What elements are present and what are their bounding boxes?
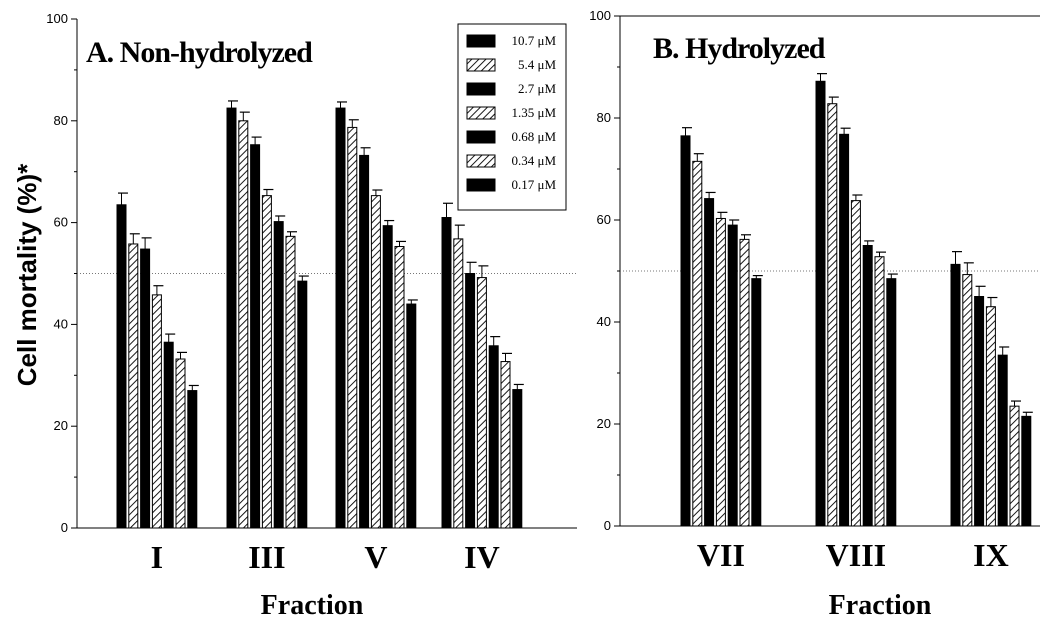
legend-label-4: 0.68 μM xyxy=(511,129,556,144)
panel-a-bar-I-3 xyxy=(151,294,162,529)
panel-a-bar-III-2 xyxy=(250,144,261,529)
panel-a-bar-V-0 xyxy=(335,107,346,529)
legend-label-1: 5.4 μM xyxy=(518,57,556,72)
panel-b-x-axis-label: Fraction xyxy=(829,590,932,621)
panel-a-bar-V-1 xyxy=(347,126,358,529)
panel-a-category-label: IV xyxy=(464,539,500,575)
panel-a-bar-III-5 xyxy=(285,235,296,529)
legend-swatch-3 xyxy=(466,106,496,120)
panel-a-bar-I-2 xyxy=(140,248,151,529)
panel-a-x-axis-label: Fraction xyxy=(261,590,364,621)
panel-b-bar-IX-4 xyxy=(997,354,1008,527)
panel-b-title: B. Hydrolyzed xyxy=(653,32,826,65)
panel-b-bar-IX-0 xyxy=(950,263,961,527)
legend: 10.7 μM 5.4 μM 2.7 μM 1.35 μM 0.68 μM 0.34 μM… xyxy=(457,23,567,211)
panel-b-bar-VII-6 xyxy=(751,278,762,527)
panel-a-bar-IV-2 xyxy=(465,273,476,529)
panel-a-bar-IV-5 xyxy=(500,361,511,529)
panel-a-y-tick-label: 100 xyxy=(46,11,68,26)
panel-b-bar-VIII-4 xyxy=(862,245,873,527)
panel-a-bar-IV-1 xyxy=(453,238,464,529)
panel-b-bar-VII-4 xyxy=(727,224,738,527)
panel-b-bar-IX-5 xyxy=(1009,405,1020,527)
panel-a-bar-V-6 xyxy=(406,303,417,529)
panel-a-bar-IV-4 xyxy=(488,345,499,529)
panel-b-bar-IX-6 xyxy=(1021,415,1032,527)
panel-a-bar-IV-0 xyxy=(441,217,452,529)
panel-b-bar-VIII-3 xyxy=(850,200,861,527)
panel-b-y-tick-label: 100 xyxy=(589,8,611,23)
legend-label-0: 10.7 μM xyxy=(511,33,556,48)
y-axis-label: Cell mortality (%)* xyxy=(12,163,42,386)
panel-a-bar-I-6 xyxy=(187,390,198,529)
panel-a-bar-III-6 xyxy=(297,280,308,529)
panel-a-bar-V-2 xyxy=(359,154,370,529)
panel-a-bar-V-5 xyxy=(394,246,405,529)
panel-a-bar-V-4 xyxy=(382,225,393,529)
panel-a-bar-I-4 xyxy=(163,341,174,529)
panel-b-y-tick-label: 0 xyxy=(604,518,611,533)
panel-b: 0 20 40 60 80 100 VII VIII IX B. Hydrolyzed Frac… xyxy=(589,8,1040,621)
legend-label-2: 2.7 μM xyxy=(518,81,556,96)
panel-a-bar-IV-3 xyxy=(476,277,487,529)
panel-a-bar-III-0 xyxy=(226,107,237,529)
panel-b-bar-VIII-5 xyxy=(874,256,885,527)
panel-b-bar-IX-1 xyxy=(962,274,973,527)
panel-a-y-tick-label: 80 xyxy=(54,113,68,128)
panel-a-y-tick-label: 40 xyxy=(54,316,68,331)
legend-swatch-0 xyxy=(466,34,496,48)
panel-a-y-tick-label: 60 xyxy=(54,215,68,230)
legend-label-6: 0.17 μM xyxy=(511,177,556,192)
panel-b-bar-VII-2 xyxy=(704,198,715,527)
legend-swatch-2 xyxy=(466,82,496,96)
panel-b-bar-VII-1 xyxy=(692,160,703,527)
panel-a-bar-III-3 xyxy=(261,195,272,529)
panel-b-bar-VIII-1 xyxy=(827,103,838,527)
panel-b-bar-VII-0 xyxy=(680,135,691,527)
panel-b-bar-VIII-0 xyxy=(815,80,826,527)
panel-b-bar-VIII-6 xyxy=(886,278,897,527)
panel-b-category-label: VII xyxy=(697,537,745,573)
legend-swatch-1 xyxy=(466,58,496,72)
panel-b-y-tick-label: 60 xyxy=(597,212,611,227)
panel-a-bar-V-3 xyxy=(370,195,381,529)
panel-a-y-tick-label: 20 xyxy=(54,418,68,433)
legend-swatch-5 xyxy=(466,154,496,168)
legend-label-5: 0.34 μM xyxy=(511,153,556,168)
panel-a-category-label: I xyxy=(151,539,163,575)
legend-swatch-4 xyxy=(466,130,496,144)
panel-b-y-tick-label: 80 xyxy=(597,110,611,125)
legend-swatch-6 xyxy=(466,178,496,192)
panel-a-bar-III-1 xyxy=(238,120,249,529)
panel-b-bar-VII-5 xyxy=(739,238,750,527)
panel-b-category-label: IX xyxy=(973,537,1009,573)
panel-a-bar-I-1 xyxy=(128,243,139,529)
panel-a-bar-IV-6 xyxy=(512,389,523,529)
panel-b-plot-area: 0 20 40 60 80 100 VII VIII IX xyxy=(589,8,1040,573)
panel-a-bar-I-0 xyxy=(116,204,127,529)
panel-a-category-label: V xyxy=(364,539,387,575)
panel-b-y-tick-label: 20 xyxy=(597,416,611,431)
panel-a-y-tick-label: 0 xyxy=(61,520,68,535)
panel-a-category-label: III xyxy=(248,539,285,575)
panel-b-category-label: VIII xyxy=(826,537,886,573)
panel-a-title: A. Non-hydrolyzed xyxy=(86,36,313,69)
panel-b-bar-VIII-2 xyxy=(839,133,850,527)
panel-b-bar-VII-3 xyxy=(715,217,726,527)
panel-b-y-tick-label: 40 xyxy=(597,314,611,329)
panel-b-bar-IX-3 xyxy=(985,306,996,527)
panel-b-bar-IX-2 xyxy=(974,296,985,527)
panel-a-bar-I-5 xyxy=(175,358,186,529)
legend-label-3: 1.35 μM xyxy=(511,105,556,120)
panel-a-bar-III-4 xyxy=(273,221,284,529)
